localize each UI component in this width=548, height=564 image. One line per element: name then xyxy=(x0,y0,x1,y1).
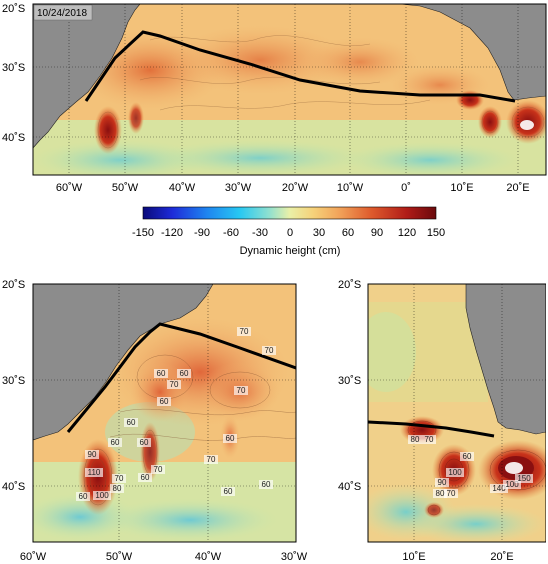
right-zoom-map: 80 70 90 100 70 80 60 140 100 150 20˚S 3… xyxy=(338,279,546,563)
contour-label: 100 xyxy=(505,480,519,489)
lat-tick-label: 30˚S xyxy=(2,375,25,387)
lon-tick-label: 30˚W xyxy=(281,551,308,563)
colorbar-tick: -60 xyxy=(223,227,239,239)
colorbar-tick: 90 xyxy=(371,227,383,239)
contour-label: 60 xyxy=(157,369,166,378)
contour-label: 60 xyxy=(180,369,189,378)
contour-label: 70 xyxy=(170,380,179,389)
map-date: 10/24/2018 xyxy=(37,8,87,19)
lon-tick-label: 0˚ xyxy=(401,182,411,194)
left-zoom-map: 70 70 60 70 60 70 60 60 60 60 70 60 60 6… xyxy=(2,279,308,563)
lon-tick-label: 60˚W xyxy=(20,551,47,563)
contour-label: 60 xyxy=(111,438,120,447)
colorbar xyxy=(142,206,437,220)
lon-tick-label: 40˚W xyxy=(169,182,196,194)
contour-label: 110 xyxy=(88,468,101,477)
contour-label: 60 xyxy=(140,438,149,447)
lat-tick-label: 40˚S xyxy=(2,481,25,493)
colorbar-tick: -120 xyxy=(161,227,183,239)
contour-label: 70 xyxy=(237,386,246,395)
lon-tick-label: 10˚W xyxy=(337,182,364,194)
colorbar-tick: 120 xyxy=(398,227,416,239)
lon-tick-label: 40˚W xyxy=(195,551,222,563)
contour-label: 70 xyxy=(447,489,456,498)
colorbar-tick: 30 xyxy=(313,227,325,239)
contour-label: 60 xyxy=(224,487,233,496)
lat-tick-label: 30˚S xyxy=(2,62,25,74)
contour-label: 60 xyxy=(463,452,472,461)
lon-tick-label: 50˚W xyxy=(106,551,133,563)
contour-label: 80 xyxy=(411,435,420,444)
contour-label: 70 xyxy=(265,346,274,355)
contour-label: 70 xyxy=(207,455,216,464)
contour-label: 140 xyxy=(492,484,506,493)
lon-tick-label: 20˚W xyxy=(282,182,309,194)
contour-label: 150 xyxy=(517,474,531,483)
contour-label: 100 xyxy=(95,491,109,500)
colorbar-tick: -30 xyxy=(252,227,268,239)
contour-labels: 80 70 90 100 70 80 60 140 100 150 xyxy=(408,435,533,498)
lat-tick-label: 20˚S xyxy=(2,279,25,291)
contour-label: 60 xyxy=(160,397,169,406)
colorbar-tick: -90 xyxy=(194,227,210,239)
lon-tick-label: 10˚E xyxy=(450,182,473,194)
contour-label: 60 xyxy=(141,473,150,482)
lat-tick-label: 30˚S xyxy=(338,375,361,387)
contour-label: 90 xyxy=(88,450,97,459)
contour-label: 60 xyxy=(79,492,88,501)
colorbar-tick: 150 xyxy=(427,227,445,239)
lat-tick-label: 40˚S xyxy=(338,481,361,493)
contour-label: 100 xyxy=(448,468,462,477)
contour-label: 60 xyxy=(127,418,136,427)
top-map: 10/24/2018 20˚S 30˚S 40˚S 60˚W 50˚W 40˚W… xyxy=(2,3,547,257)
lat-tick-label: 40˚S xyxy=(2,132,25,144)
colorbar-tick: -150 xyxy=(132,227,154,239)
contour-label: 70 xyxy=(425,435,434,444)
lon-tick-label: 20˚E xyxy=(490,551,513,563)
colorbar-tick: 0 xyxy=(287,227,293,239)
lon-tick-label: 50˚W xyxy=(112,182,139,194)
lon-tick-label: 10˚E xyxy=(402,551,425,563)
lon-tick-label: 60˚W xyxy=(56,182,83,194)
contour-label: 60 xyxy=(262,480,271,489)
contour-labels: 70 70 60 70 60 70 60 60 60 60 70 60 60 6… xyxy=(76,327,276,501)
contour-label: 70 xyxy=(240,327,249,336)
contour-label: 90 xyxy=(438,478,447,487)
lon-tick-label: 30˚W xyxy=(225,182,252,194)
contour-label: 70 xyxy=(154,465,163,474)
contour-label: 70 xyxy=(115,474,124,483)
colorbar-label: Dynamic height (cm) xyxy=(240,245,341,257)
contour-label: 60 xyxy=(226,434,235,443)
lon-tick-label: 20˚E xyxy=(506,182,529,194)
lat-tick-label: 20˚S xyxy=(2,3,25,15)
contour-label: 80 xyxy=(436,489,445,498)
colorbar-tick: 60 xyxy=(342,227,354,239)
lat-tick-label: 20˚S xyxy=(338,279,361,291)
contour-label: 80 xyxy=(113,484,122,493)
